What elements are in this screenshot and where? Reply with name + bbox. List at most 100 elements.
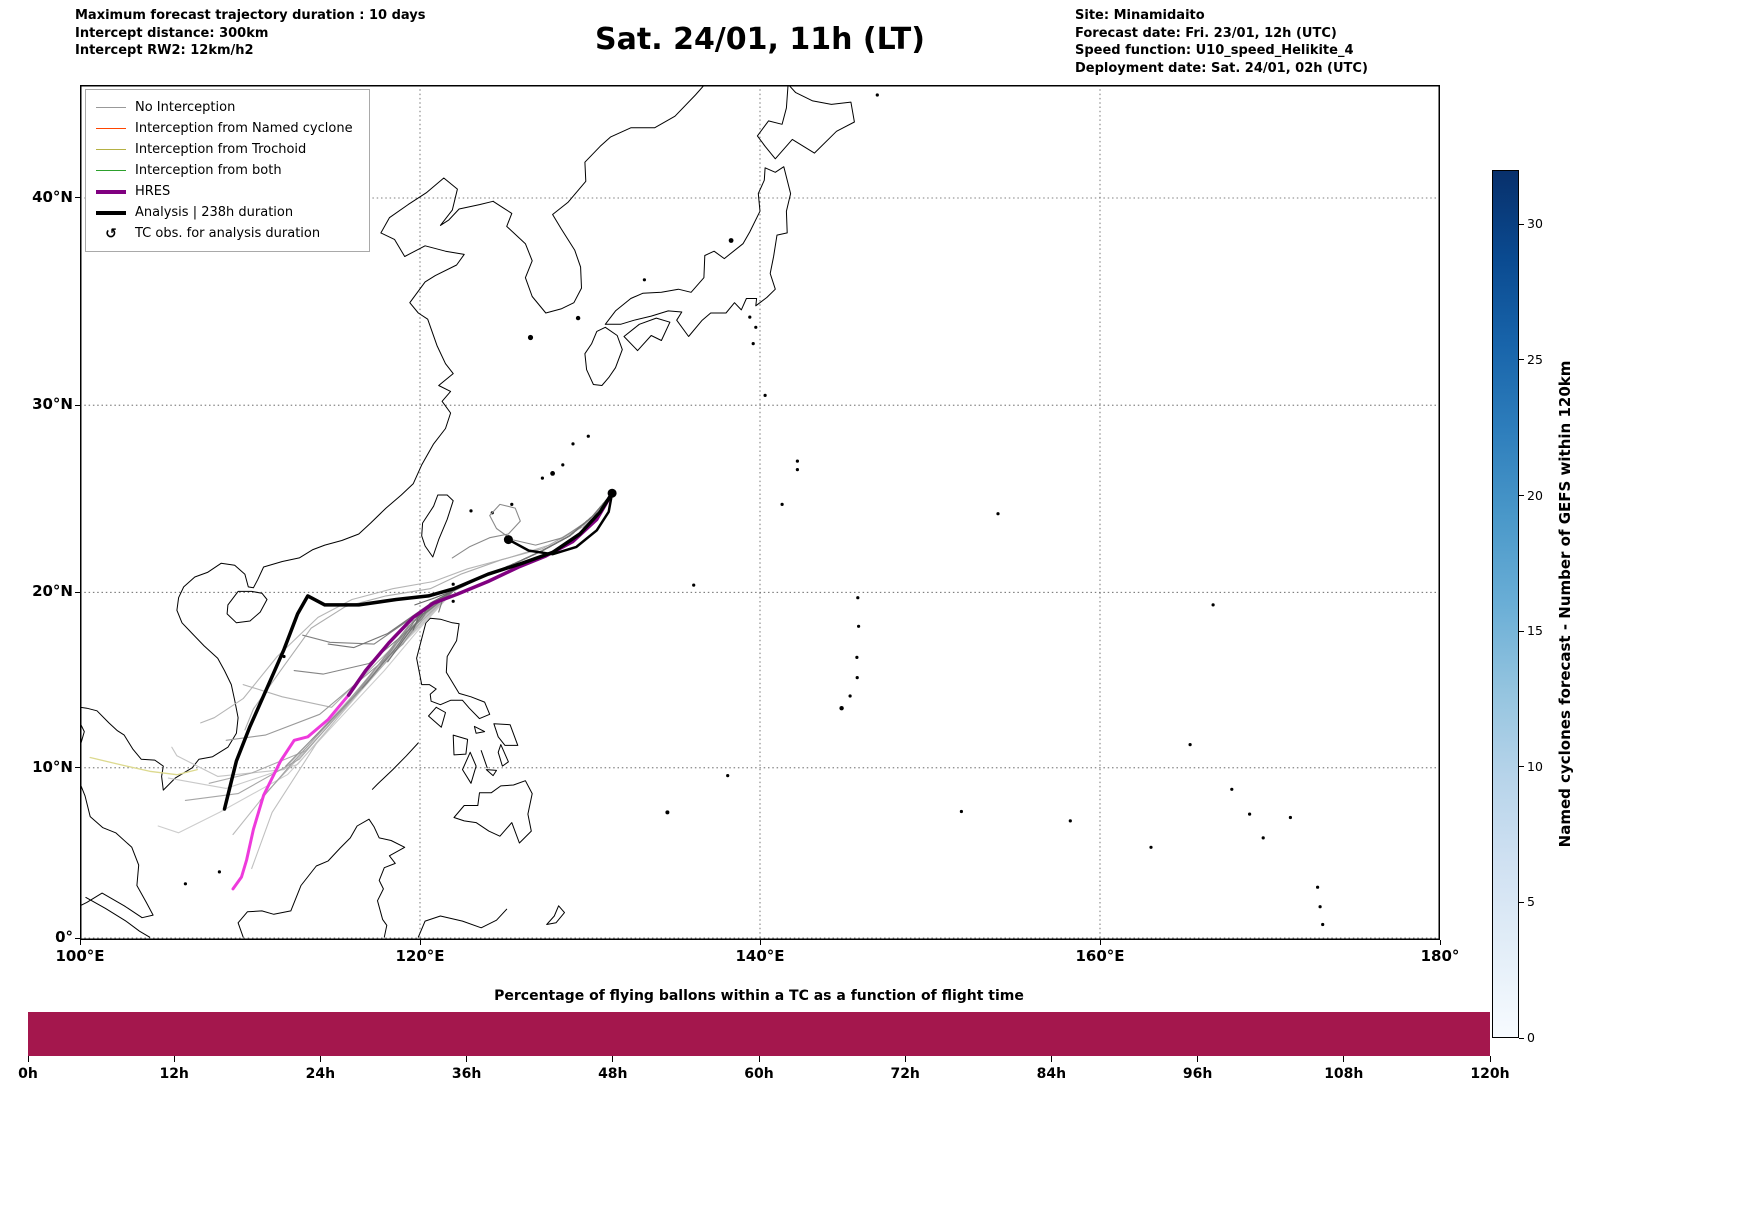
- island-dot: [856, 596, 860, 600]
- legend-line-sample: [96, 210, 126, 215]
- colorbar-tick-mark: [1519, 630, 1524, 632]
- legend-item: ↺ TC obs. for analysis duration: [96, 223, 353, 244]
- island-dot: [855, 676, 859, 680]
- intercept-distance-line: Intercept distance: 300km: [75, 25, 269, 41]
- x-tick-mark: [79, 940, 81, 945]
- island-dot: [726, 774, 730, 778]
- site-info-block: Site: Minamidaito Forecast date: Fri. 23…: [1075, 7, 1368, 77]
- colorbar-tick-label: 15: [1527, 623, 1543, 639]
- y-tick-mark: [75, 767, 80, 769]
- gefs-member-15-line: [451, 492, 613, 559]
- bottom-tick-mark: [27, 1056, 29, 1062]
- tc-percentage-bar: [28, 1012, 1490, 1056]
- island-dot: [510, 502, 514, 506]
- y-tick-mark: [75, 937, 80, 939]
- colorbar-tick-label: 30: [1527, 216, 1543, 232]
- bottom-tick-label: 60h: [744, 1066, 774, 1082]
- island-dot: [1068, 819, 1072, 823]
- y-tick-mark: [75, 197, 80, 199]
- island-dot: [642, 278, 647, 282]
- island-dot: [751, 342, 755, 346]
- legend-line-sample: [96, 189, 126, 194]
- coastline: [416, 617, 491, 720]
- island-dot: [586, 434, 590, 438]
- legend-item: Interception from Named cyclone: [96, 118, 353, 139]
- island-dot: [1230, 787, 1234, 791]
- intercept-rw2-line: Intercept RW2: 12km/h2: [75, 43, 254, 59]
- tc-obs-track-line: [507, 491, 614, 556]
- map-panel: No Interception Interception from Named c…: [80, 85, 1440, 940]
- bottom-tick-label: 108h: [1324, 1066, 1364, 1082]
- legend-label: Interception from Trochoid: [135, 142, 307, 157]
- coastline: [473, 725, 486, 734]
- bottom-tick-label: 84h: [1036, 1066, 1067, 1082]
- island-dot: [451, 582, 455, 586]
- y-tick-mark: [75, 404, 80, 406]
- island-dot: [763, 393, 767, 397]
- bottom-tick-label: 24h: [305, 1066, 336, 1082]
- island-dot: [1149, 845, 1153, 849]
- island-dot: [728, 238, 734, 243]
- legend: No Interception Interception from Named c…: [85, 89, 370, 252]
- forecast-date-line: Forecast date: Fri. 23/01, 12h (UTC): [1075, 25, 1337, 41]
- bottom-tick-mark: [1343, 1056, 1345, 1062]
- legend-label: Interception from Named cyclone: [135, 121, 353, 136]
- colorbar-tick-label: 5: [1527, 894, 1535, 910]
- island-dot: [469, 509, 473, 513]
- colorbar-tick-label: 20: [1527, 487, 1543, 503]
- colorbar-tick-mark: [1519, 1037, 1524, 1039]
- coastline: [371, 742, 419, 790]
- island-dot: [1211, 603, 1215, 607]
- legend-line-sample: [96, 128, 126, 129]
- island-dot: [855, 655, 859, 660]
- coastline: [497, 744, 509, 767]
- coastline: [417, 908, 508, 938]
- legend-label: TC obs. for analysis duration: [135, 226, 321, 241]
- coastline: [480, 750, 488, 769]
- colorbar-tick-label: 10: [1527, 758, 1543, 774]
- legend-line-sample: [96, 170, 126, 171]
- island-dot: [1318, 905, 1322, 909]
- x-tick-label: 100°E: [55, 947, 105, 965]
- coastline: [493, 723, 519, 746]
- run-settings-block: Maximum forecast trajectory duration : 1…: [75, 7, 426, 60]
- deployment-date-line: Deployment date: Sat. 24/01, 02h (UTC): [1075, 60, 1368, 76]
- island-dot: [692, 583, 696, 587]
- island-dot: [575, 315, 581, 321]
- island-dot: [996, 512, 1000, 516]
- island-dot: [1288, 815, 1292, 820]
- island-dot: [875, 93, 879, 97]
- coastline: [226, 590, 268, 624]
- island-dot: [527, 334, 534, 341]
- colorbar-tick-mark: [1519, 223, 1524, 225]
- colorbar: [1492, 170, 1519, 1038]
- island-dot: [540, 476, 544, 480]
- island-dot: [780, 502, 784, 506]
- x-tick-label: 180°: [1420, 947, 1460, 965]
- bottom-tick-mark: [1197, 1056, 1199, 1062]
- x-tick-label: 140°E: [735, 947, 785, 965]
- legend-item: No Interception: [96, 97, 353, 118]
- coastline: [462, 751, 477, 784]
- x-tick-mark: [759, 940, 761, 945]
- trajectory-map: [80, 85, 1440, 940]
- island-dot: [561, 463, 565, 467]
- speed-function-line: Speed function: U10_speed_Helikite_4: [1075, 43, 1354, 59]
- colorbar-tick-label: 0: [1527, 1030, 1535, 1045]
- y-tick-mark: [75, 591, 80, 593]
- island-dot: [848, 694, 852, 698]
- tc-obs-icon: ↺: [105, 225, 117, 242]
- tc-obs-position-marker: [503, 535, 513, 545]
- island-dot: [451, 599, 455, 603]
- analysis-238h-line: [222, 491, 614, 811]
- coastline: [85, 896, 151, 938]
- hres-tail-line: [231, 693, 351, 891]
- bottom-tick-mark: [466, 1056, 468, 1062]
- legend-item: HRES: [96, 181, 353, 202]
- island-dot: [217, 870, 221, 874]
- island-dot: [839, 706, 844, 711]
- bottom-tick-label: 0h: [18, 1066, 38, 1082]
- bottom-tick-label: 72h: [890, 1066, 920, 1082]
- x-tick-label: 160°E: [1075, 947, 1125, 965]
- site-line: Site: Minamidaito: [1075, 8, 1205, 23]
